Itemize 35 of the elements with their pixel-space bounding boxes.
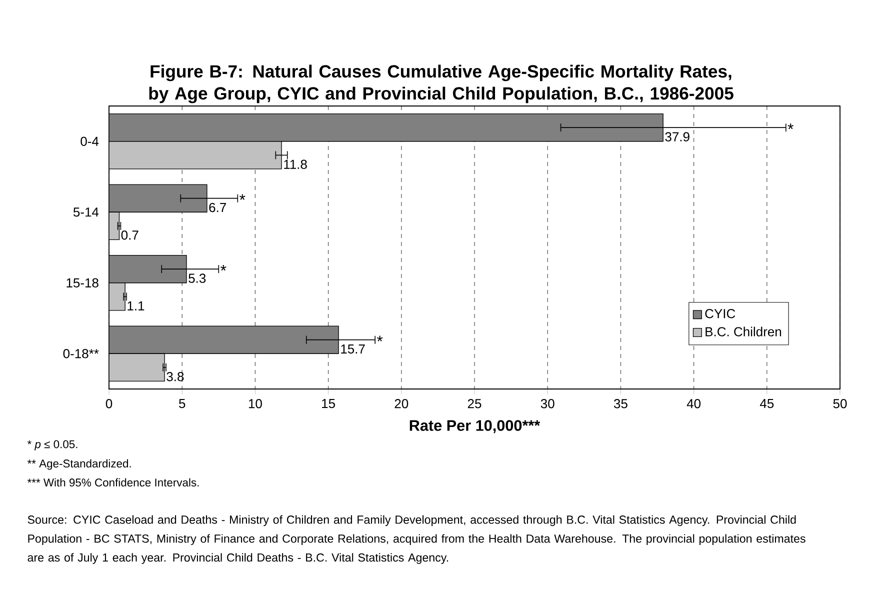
data-label: 0.7	[121, 230, 138, 240]
x-tick-label: 20	[394, 399, 408, 408]
data-label: 5.3	[188, 274, 206, 283]
chart-title: Figure B-7: Natural Causes Cumulative Age-Specific Mortality Rates, by Age Group, CYIC and Provincial Child Population, B.C., 1986-2005	[149, 64, 734, 104]
x-tick-label: 25	[468, 399, 482, 408]
x-tick-label: 30	[540, 399, 554, 408]
annotation: *	[220, 265, 226, 271]
source-note: Source: CYIC Caseload and Deaths - Ministry of Children and Family Development, accessed through B.C. Vital Statistics Agency. Provincial Child Population - BC STATS, Ministry of Finance and Corporate Relations, acquired from the Health Data Warehouse. The provincial population estimates are as of July 1 each year. Provincial Child Deaths - B.C. Vital Statistics Agency.	[28, 515, 806, 564]
data-label: 11.8	[284, 160, 307, 169]
y-tick-label: 0-18**	[63, 349, 99, 358]
x-tick-label: 40	[686, 399, 701, 408]
text: ** Age-Standardized.	[27, 459, 131, 470]
x-tick-label: 0	[106, 399, 112, 408]
x-tick-label: 10	[248, 399, 262, 408]
x-tick-label: 15	[322, 399, 335, 408]
annotation: *	[788, 124, 794, 130]
x-tick-label: 45	[760, 399, 774, 408]
text: *** With 95% Confidence Intervals.	[27, 478, 199, 486]
data-label: 1.1	[128, 301, 144, 310]
text: *p ≤ 0.05.	[27, 440, 78, 450]
data-label: 15.7	[341, 344, 365, 354]
legend-label: B.C. Children	[706, 326, 782, 336]
y-tick-label: 15-18	[66, 278, 98, 288]
x-tick-label: 50	[833, 399, 847, 408]
y-tick-label: 5-14	[73, 208, 99, 217]
data-label: 3.8	[166, 372, 184, 382]
data-label: 6.7	[209, 202, 226, 212]
x-tick-label: 35	[614, 399, 628, 408]
legend-label: CYIC	[705, 309, 736, 318]
y-tick-label: 0-4	[80, 136, 99, 146]
annotation: *	[376, 336, 383, 342]
data-label: 37.9	[665, 132, 690, 142]
x-tick-label: 5	[179, 399, 186, 408]
annotation: *	[240, 194, 246, 200]
x-axis-title: Rate Per 10,000***	[410, 420, 540, 434]
